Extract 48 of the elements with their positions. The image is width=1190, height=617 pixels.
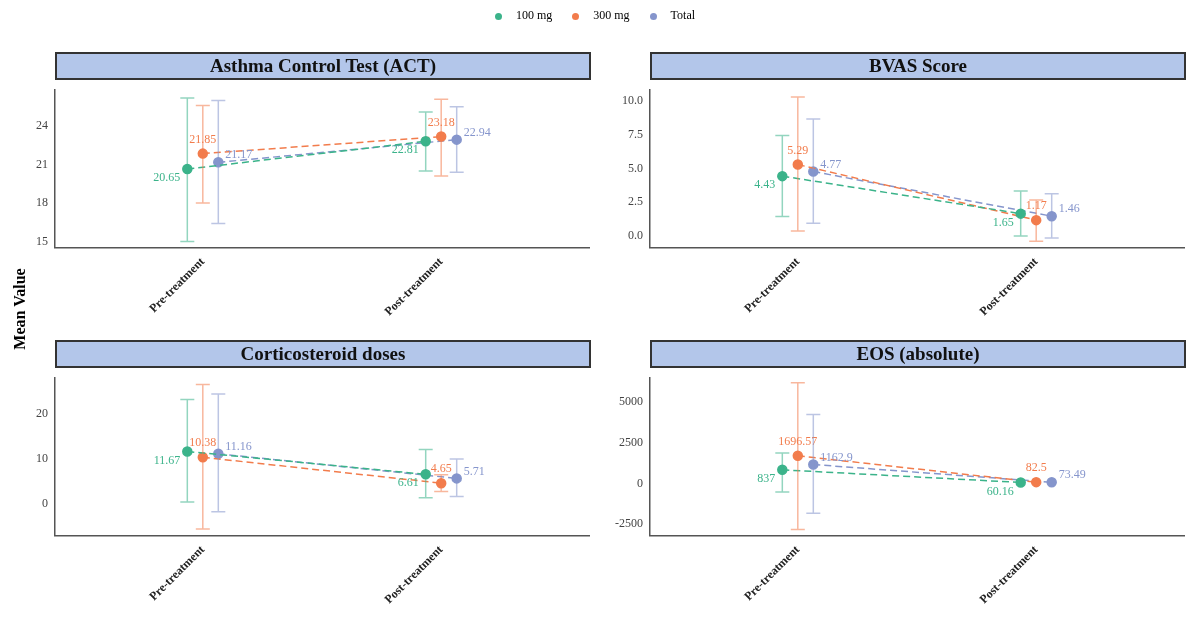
y-tick-label: 10.0: [622, 93, 643, 108]
legend-label: Total: [669, 8, 696, 23]
data-label: 6.61: [397, 475, 419, 490]
data-label: 82.5: [1025, 460, 1047, 475]
chart-title: Asthma Control Test (ACT): [55, 52, 591, 80]
y-tick-label: 5000: [619, 394, 643, 409]
data-label: 21.85: [189, 131, 217, 146]
chart-title: EOS (absolute): [650, 340, 1186, 368]
data-label: 4.43: [754, 177, 776, 192]
data-label: 1.65: [992, 214, 1014, 229]
data-label: 1162.9: [820, 449, 853, 464]
y-tick-label: 0: [637, 475, 643, 490]
legend-label: 300 mg: [592, 8, 630, 23]
data-label: 11.67: [153, 452, 181, 467]
y-tick-label: 5.0: [628, 160, 643, 175]
y-tick-label: 2.5: [628, 194, 643, 209]
data-label: 1.46: [1058, 201, 1080, 216]
data-label: 20.65: [153, 170, 181, 185]
y-tick-label: 0: [42, 496, 48, 511]
data-label: 21.17: [225, 147, 253, 162]
y-tick-label: 21: [36, 156, 48, 171]
data-label: 10.38: [189, 435, 217, 450]
y-axis-title: Mean Value: [11, 267, 29, 352]
data-label: 5.71: [463, 463, 485, 478]
y-tick-label: 10: [36, 451, 48, 466]
chart-title: Corticosteroid doses: [55, 340, 591, 368]
y-tick-label: 15: [36, 233, 48, 248]
y-tick-label: 2500: [619, 434, 643, 449]
data-label: 73.49: [1058, 467, 1086, 482]
y-tick-label: 0.0: [628, 228, 643, 243]
data-label: 22.81: [391, 142, 419, 157]
data-label: 1.17: [1025, 198, 1047, 213]
y-tick-label: 7.5: [628, 126, 643, 141]
data-label: 23.18: [427, 114, 455, 129]
y-tick-label: 18: [36, 195, 48, 210]
data-label: 22.94: [463, 124, 491, 139]
y-tick-label: 24: [36, 118, 48, 133]
data-label: 11.16: [225, 438, 252, 453]
chart-title: BVAS Score: [650, 52, 1186, 80]
data-label: 60.16: [986, 483, 1014, 498]
data-label: 1696.57: [778, 433, 818, 448]
data-label: 5.29: [787, 142, 809, 157]
y-tick-label: 20: [36, 406, 48, 421]
y-tick-label: -2500: [615, 516, 643, 531]
data-label: 837: [757, 470, 776, 485]
data-label: 4.77: [820, 156, 842, 171]
data-label: 4.65: [430, 461, 452, 476]
legend-label: 100 mg: [514, 8, 553, 23]
